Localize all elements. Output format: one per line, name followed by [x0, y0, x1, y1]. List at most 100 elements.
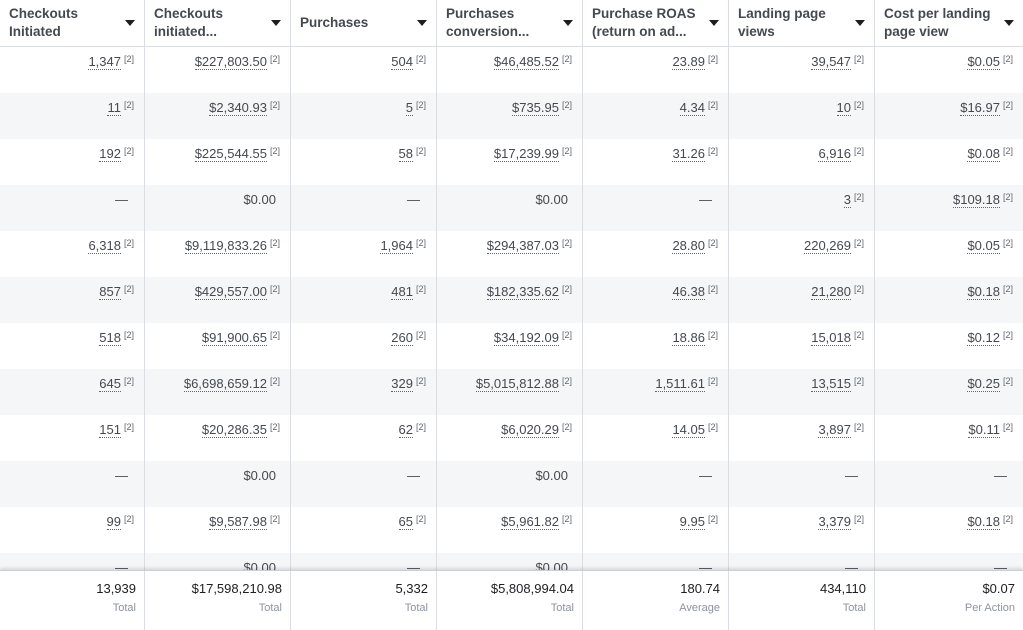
cell-value-link[interactable]: 192: [99, 146, 121, 162]
cell-value-link[interactable]: $0.18: [967, 514, 1000, 530]
footnote-marker[interactable]: [2]: [853, 192, 864, 202]
cell-value-link[interactable]: 857: [99, 284, 121, 300]
column-header[interactable]: Purchases conversion...: [437, 0, 583, 46]
cell-value-link[interactable]: $5,015,812.88: [475, 376, 559, 392]
footnote-marker[interactable]: [2]: [1002, 54, 1013, 64]
column-header[interactable]: Landing page views: [729, 0, 875, 46]
footnote-marker[interactable]: [2]: [269, 146, 280, 156]
footnote-marker[interactable]: [2]: [1002, 422, 1013, 432]
footnote-marker[interactable]: [2]: [123, 238, 134, 248]
cell-value-link[interactable]: 62: [398, 422, 413, 438]
footnote-marker[interactable]: [2]: [707, 422, 718, 432]
footnote-marker[interactable]: [2]: [561, 54, 572, 64]
footnote-marker[interactable]: [2]: [1002, 514, 1013, 524]
footnote-marker[interactable]: [2]: [415, 100, 426, 110]
column-header[interactable]: Purchase ROAS (return on ad...: [583, 0, 729, 46]
cell-value-link[interactable]: $46,485.52: [493, 54, 559, 70]
footnote-marker[interactable]: [2]: [853, 54, 864, 64]
footnote-marker[interactable]: [2]: [1002, 146, 1013, 156]
footnote-marker[interactable]: [2]: [415, 54, 426, 64]
cell-value-link[interactable]: $6,698,659.12: [183, 376, 267, 392]
footnote-marker[interactable]: [2]: [707, 146, 718, 156]
cell-value-link[interactable]: $16.97: [960, 100, 1000, 116]
sort-dropdown-icon[interactable]: [125, 20, 135, 26]
cell-value-link[interactable]: $227,803.50: [194, 54, 267, 70]
sort-dropdown-icon[interactable]: [417, 20, 427, 26]
cell-value-link[interactable]: 1,347: [88, 54, 121, 70]
footnote-marker[interactable]: [2]: [1002, 284, 1013, 294]
cell-value-link[interactable]: 58: [398, 146, 413, 162]
cell-value-link[interactable]: $0.08: [967, 146, 1000, 162]
cell-value-link[interactable]: $0.11: [968, 422, 1000, 438]
cell-value-link[interactable]: $0.18: [967, 284, 1000, 300]
cell-value-link[interactable]: $91,900.65: [201, 330, 267, 346]
column-header[interactable]: Cost per landing page view: [875, 0, 1023, 46]
footnote-marker[interactable]: [2]: [1002, 192, 1013, 202]
cell-value-link[interactable]: 504: [391, 54, 413, 70]
cell-value-link[interactable]: $0.25: [967, 376, 1000, 392]
footnote-marker[interactable]: [2]: [561, 330, 572, 340]
footnote-marker[interactable]: [2]: [269, 376, 280, 386]
cell-value-link[interactable]: 1,964: [380, 238, 413, 254]
footnote-marker[interactable]: [2]: [1002, 238, 1013, 248]
cell-value-link[interactable]: 21,280: [811, 284, 851, 300]
footnote-marker[interactable]: [2]: [561, 422, 572, 432]
footnote-marker[interactable]: [2]: [853, 376, 864, 386]
cell-value-link[interactable]: $225,544.55: [194, 146, 267, 162]
cell-value-link[interactable]: $182,335.62: [486, 284, 559, 300]
cell-value-link[interactable]: 13,515: [811, 376, 851, 392]
footnote-marker[interactable]: [2]: [123, 146, 134, 156]
footnote-marker[interactable]: [2]: [269, 330, 280, 340]
cell-value-link[interactable]: 9.95: [679, 514, 705, 530]
cell-value-link[interactable]: 14.05: [672, 422, 705, 438]
sort-dropdown-icon[interactable]: [563, 20, 573, 26]
cell-value-link[interactable]: 39,547: [811, 54, 851, 70]
cell-value-link[interactable]: 65: [398, 514, 413, 530]
cell-value-link[interactable]: $2,340.93: [209, 100, 267, 116]
footnote-marker[interactable]: [2]: [561, 376, 572, 386]
footnote-marker[interactable]: [2]: [853, 422, 864, 432]
footnote-marker[interactable]: [2]: [853, 238, 864, 248]
cell-value-link[interactable]: 28.80: [672, 238, 705, 254]
footnote-marker[interactable]: [2]: [415, 422, 426, 432]
footnote-marker[interactable]: [2]: [561, 146, 572, 156]
footnote-marker[interactable]: [2]: [1002, 376, 1013, 386]
cell-value-link[interactable]: 260: [391, 330, 413, 346]
cell-value-link[interactable]: 99: [106, 514, 121, 530]
cell-value-link[interactable]: $9,119,833.26: [184, 238, 267, 254]
cell-value-link[interactable]: $0.05: [967, 238, 1000, 254]
column-header[interactable]: Checkouts initiated...: [145, 0, 291, 46]
footnote-marker[interactable]: [2]: [1002, 100, 1013, 110]
footnote-marker[interactable]: [2]: [123, 54, 134, 64]
footnote-marker[interactable]: [2]: [415, 330, 426, 340]
footnote-marker[interactable]: [2]: [707, 376, 718, 386]
cell-value-link[interactable]: $17,239.99: [493, 146, 559, 162]
cell-value-link[interactable]: 10: [836, 100, 851, 116]
footnote-marker[interactable]: [2]: [123, 376, 134, 386]
cell-value-link[interactable]: 1,511.61: [655, 376, 705, 392]
cell-value-link[interactable]: $9,587.98: [209, 514, 267, 530]
footnote-marker[interactable]: [2]: [707, 100, 718, 110]
cell-value-link[interactable]: 23.89: [672, 54, 705, 70]
footnote-marker[interactable]: [2]: [853, 146, 864, 156]
footnote-marker[interactable]: [2]: [123, 422, 134, 432]
cell-value-link[interactable]: $5,961.82: [501, 514, 559, 530]
sort-dropdown-icon[interactable]: [1004, 20, 1014, 26]
footnote-marker[interactable]: [2]: [853, 100, 864, 110]
footnote-marker[interactable]: [2]: [561, 100, 572, 110]
footnote-marker[interactable]: [2]: [707, 514, 718, 524]
footnote-marker[interactable]: [2]: [853, 330, 864, 340]
cell-value-link[interactable]: $429,557.00: [194, 284, 267, 300]
cell-value-link[interactable]: 220,269: [803, 238, 851, 254]
cell-value-link[interactable]: 151: [99, 422, 121, 438]
footnote-marker[interactable]: [2]: [561, 284, 572, 294]
footnote-marker[interactable]: [2]: [123, 330, 134, 340]
footnote-marker[interactable]: [2]: [707, 284, 718, 294]
cell-value-link[interactable]: $109.18: [952, 192, 1000, 208]
footnote-marker[interactable]: [2]: [123, 284, 134, 294]
footnote-marker[interactable]: [2]: [415, 376, 426, 386]
column-header[interactable]: Purchases: [291, 0, 437, 46]
cell-value-link[interactable]: 4.34: [679, 100, 705, 116]
cell-value-link[interactable]: $20,286.35: [201, 422, 267, 438]
cell-value-link[interactable]: 31.26: [672, 146, 705, 162]
